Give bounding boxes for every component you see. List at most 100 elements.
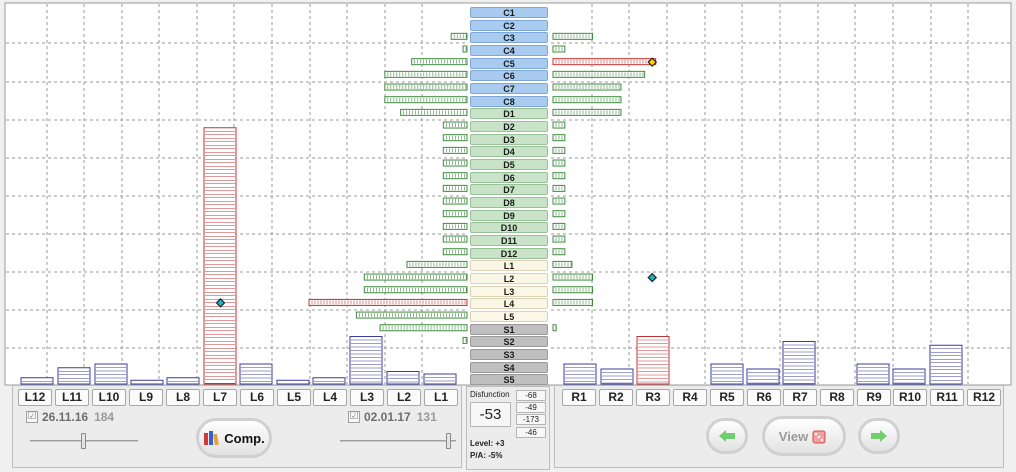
vertebra-bar xyxy=(552,324,557,332)
column-button-r4[interactable]: R4 xyxy=(673,389,707,406)
column-bar xyxy=(636,336,670,385)
column-button-l12[interactable]: L12 xyxy=(18,389,52,406)
column-bar xyxy=(20,377,54,385)
vertebra-l4[interactable]: L4 xyxy=(470,298,548,310)
vertebra-s5[interactable]: S5 xyxy=(470,374,548,386)
vertebra-d11[interactable]: D11 xyxy=(470,235,548,247)
date2-checkbox[interactable]: ☑ xyxy=(348,411,360,423)
compare-label: Comp. xyxy=(224,430,265,446)
vertebra-bar xyxy=(450,32,468,40)
column-button-l4[interactable]: L4 xyxy=(313,389,347,406)
column-button-r7[interactable]: R7 xyxy=(783,389,817,406)
vertebra-s3[interactable]: S3 xyxy=(470,349,548,361)
date-filter-2: ☑ 02.01.17 131 xyxy=(348,408,437,426)
column-button-l3[interactable]: L3 xyxy=(350,389,384,406)
column-bar xyxy=(276,379,310,385)
column-button-r1[interactable]: R1 xyxy=(562,389,596,406)
vertebra-d1[interactable]: D1 xyxy=(470,108,548,120)
pa-text: P/A: -5% xyxy=(470,451,503,460)
date1-checkbox[interactable]: ☑ xyxy=(26,411,38,423)
column-button-l5[interactable]: L5 xyxy=(277,389,311,406)
column-button-l8[interactable]: L8 xyxy=(166,389,200,406)
compare-button[interactable]: Comp. xyxy=(196,418,272,458)
vertebra-d12[interactable]: D12 xyxy=(470,247,548,259)
date1-slider-thumb[interactable] xyxy=(81,433,86,449)
date2-text: 02.01.17 xyxy=(364,410,411,424)
books-icon xyxy=(204,431,220,446)
vertebra-c3[interactable]: C3 xyxy=(470,32,548,44)
column-bar xyxy=(856,363,890,385)
column-bar xyxy=(130,379,164,385)
column-button-l6[interactable]: L6 xyxy=(240,389,274,406)
column-button-r5[interactable]: R5 xyxy=(710,389,744,406)
column-bar xyxy=(423,373,457,385)
vertebra-bar xyxy=(384,70,468,78)
column-bar xyxy=(94,363,128,385)
vertebra-d5[interactable]: D5 xyxy=(470,159,548,171)
disfunction-value-3: -173 xyxy=(516,414,546,425)
column-button-l1[interactable]: L1 xyxy=(424,389,458,406)
back-button[interactable] xyxy=(706,418,748,454)
date1-text: 26.11.16 xyxy=(42,410,89,424)
column-button-l9[interactable]: L9 xyxy=(129,389,163,406)
column-button-l7[interactable]: L7 xyxy=(203,389,237,406)
vertebra-bar xyxy=(552,260,573,268)
left-arrow-icon xyxy=(719,430,735,442)
vertebra-d2[interactable]: D2 xyxy=(470,121,548,133)
marker-diamond xyxy=(647,272,658,283)
disfunction-label: Disfunction xyxy=(470,390,510,399)
vertebra-c4[interactable]: C4 xyxy=(470,45,548,56)
column-button-r6[interactable]: R6 xyxy=(747,389,781,406)
vertebra-d8[interactable]: D8 xyxy=(470,197,548,209)
date2-slider-thumb[interactable] xyxy=(446,433,451,449)
forward-button[interactable] xyxy=(858,418,900,454)
marker-diamond xyxy=(215,298,226,308)
column-bar xyxy=(746,368,780,385)
column-button-l10[interactable]: L10 xyxy=(92,389,126,406)
vertebra-bar xyxy=(384,83,468,91)
chart-markers xyxy=(215,57,658,308)
column-button-r3[interactable]: R3 xyxy=(636,389,670,406)
vertebra-c7[interactable]: C7 xyxy=(470,83,548,95)
vertebra-s2[interactable]: S2 xyxy=(470,336,548,348)
column-button-r9[interactable]: R9 xyxy=(857,389,891,406)
vertebra-d3[interactable]: D3 xyxy=(470,133,548,145)
view-button[interactable]: View xyxy=(762,416,846,456)
vertebra-bar xyxy=(308,298,468,306)
disfunction-value-4: -46 xyxy=(516,427,546,438)
vertebra-l5[interactable]: L5 xyxy=(470,311,548,323)
vertebra-bar xyxy=(363,286,468,294)
vertebra-l1[interactable]: L1 xyxy=(470,260,548,272)
vertebra-s4[interactable]: S4 xyxy=(470,361,548,373)
column-button-r11[interactable]: R11 xyxy=(930,389,964,406)
vertebra-d10[interactable]: D10 xyxy=(470,222,548,234)
vertebra-bar xyxy=(462,336,468,344)
column-button-l2[interactable]: L2 xyxy=(387,389,421,406)
column-button-l11[interactable]: L11 xyxy=(55,389,89,406)
column-bar xyxy=(563,363,597,385)
vertebra-c5[interactable]: C5 xyxy=(470,57,548,69)
vertebra-bar xyxy=(552,83,622,91)
vertebra-c8[interactable]: C8 xyxy=(470,95,548,107)
vertebra-bar xyxy=(552,32,593,40)
column-button-r12[interactable]: R12 xyxy=(967,389,1001,406)
vertebra-bar xyxy=(552,70,646,78)
vertebra-d4[interactable]: D4 xyxy=(470,146,548,158)
column-button-r8[interactable]: R8 xyxy=(820,389,854,406)
vertebra-bar xyxy=(552,298,593,306)
vertebra-bar xyxy=(552,96,622,104)
vertebra-d7[interactable]: D7 xyxy=(470,184,548,196)
vertebra-c2[interactable]: C2 xyxy=(470,19,548,31)
column-button-r2[interactable]: R2 xyxy=(599,389,633,406)
vertebra-d6[interactable]: D6 xyxy=(470,171,548,183)
column-bar xyxy=(312,377,346,385)
vertebra-s1[interactable]: S1 xyxy=(470,323,548,335)
vertebra-c1[interactable]: C1 xyxy=(470,7,548,18)
horizontal-bars xyxy=(308,32,657,344)
vertebra-d9[interactable]: D9 xyxy=(470,209,548,221)
vertebra-l2[interactable]: L2 xyxy=(470,273,548,285)
date2-slider-track[interactable] xyxy=(340,440,456,442)
column-button-r10[interactable]: R10 xyxy=(893,389,927,406)
vertebra-l3[interactable]: L3 xyxy=(470,285,548,297)
vertebra-c6[interactable]: C6 xyxy=(470,70,548,82)
